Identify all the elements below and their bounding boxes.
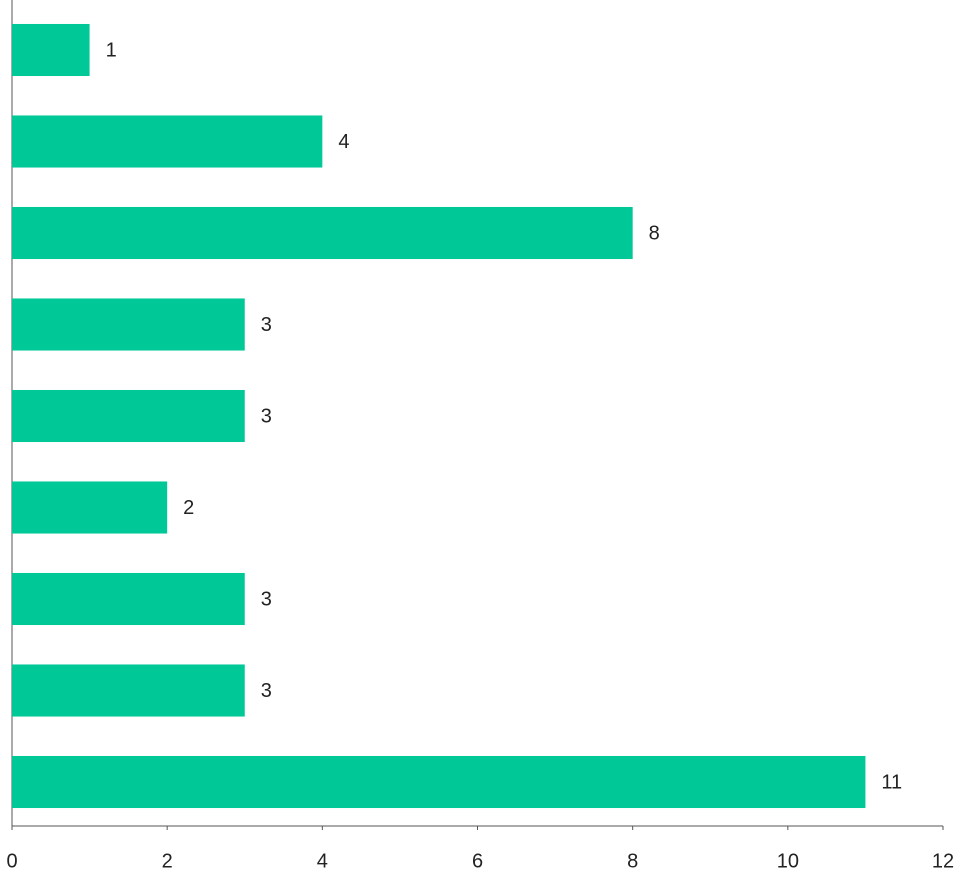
- chart: 0246810121483323311: [0, 0, 973, 879]
- x-tick-label: 8: [627, 850, 638, 872]
- data-label: 3: [261, 405, 272, 427]
- data-label: 1: [106, 39, 117, 61]
- data-label: 2: [183, 497, 194, 519]
- data-label: 3: [261, 588, 272, 610]
- bar: [12, 756, 865, 808]
- x-tick-label: 0: [6, 850, 17, 872]
- x-tick-label: 10: [777, 850, 799, 872]
- bar: [12, 24, 90, 76]
- bar: [12, 207, 633, 259]
- data-label: 8: [649, 222, 660, 244]
- x-tick-label: 2: [162, 850, 173, 872]
- data-label: 3: [261, 314, 272, 336]
- page: 0246810121483323311 (() => { const data …: [0, 0, 973, 879]
- x-tick-label: 12: [932, 850, 954, 872]
- bar: [12, 664, 245, 716]
- data-label: 4: [338, 131, 349, 153]
- x-tick-label: 4: [317, 850, 328, 872]
- bar: [12, 390, 245, 442]
- bar: [12, 481, 167, 533]
- bar: [12, 298, 245, 350]
- data-label: 3: [261, 680, 272, 702]
- x-tick-label: 6: [472, 850, 483, 872]
- bar: [12, 115, 322, 167]
- bar: [12, 573, 245, 625]
- data-label: 11: [881, 771, 902, 793]
